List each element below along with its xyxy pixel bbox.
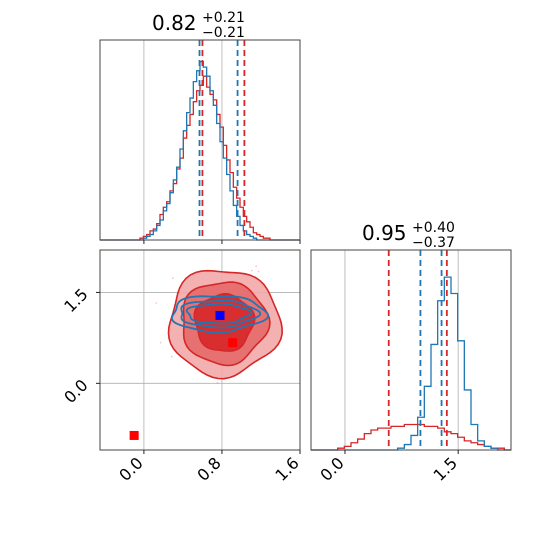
joint-sample-point	[216, 382, 219, 384]
joint-sample-point	[155, 302, 158, 304]
joint-panel: 0.0 0.8 1.6 0.0 1.5	[60, 249, 303, 485]
param2-title-lower: −0.37	[412, 235, 455, 251]
param2-title-upper: +0.40	[412, 220, 455, 236]
joint-truth-blue-marker	[215, 310, 225, 320]
joint-blue-contour-0	[171, 295, 270, 334]
joint-blue-contour-1	[180, 299, 262, 329]
param2-xtick-label-1: 1.5	[430, 453, 461, 484]
param2-xtick-label-0: 0.0	[316, 453, 347, 484]
joint-ytick-label-1: 1.5	[60, 285, 91, 316]
joint-sample-point	[159, 341, 162, 344]
joint-sample-point	[171, 355, 173, 358]
param2-title-value: 0.95	[362, 221, 407, 245]
joint-xtick-label-0: 0.0	[115, 453, 146, 484]
joint-ytick-label-0: 0.0	[60, 376, 91, 407]
param1-title-value: 0.82	[152, 11, 197, 35]
joint-xtick-label-1: 0.8	[193, 453, 224, 484]
joint-truth-red-marker-1	[129, 430, 139, 440]
param1-title-lower: −0.21	[202, 25, 245, 41]
marginal-param2-panel: 0.0 1.5 0.95 +0.40 −0.37	[310, 220, 512, 485]
joint-blue-contour-2	[185, 302, 253, 325]
param1-blue-histogram	[100, 60, 300, 241]
joint-sample-point	[257, 270, 260, 273]
param1-frame	[99, 39, 301, 241]
marginal-param1-panel: 0.82 +0.21 −0.21	[99, 10, 301, 244]
param2-frame	[310, 249, 512, 451]
joint-frame	[99, 249, 301, 451]
joint-truth-red-marker-0	[228, 338, 238, 348]
joint-sample-point	[250, 269, 253, 272]
joint-sample-point	[255, 265, 257, 268]
joint-xtick-label-2: 1.6	[271, 453, 302, 484]
joint-sample-point	[171, 277, 174, 280]
param1-title-upper: +0.21	[202, 10, 245, 26]
